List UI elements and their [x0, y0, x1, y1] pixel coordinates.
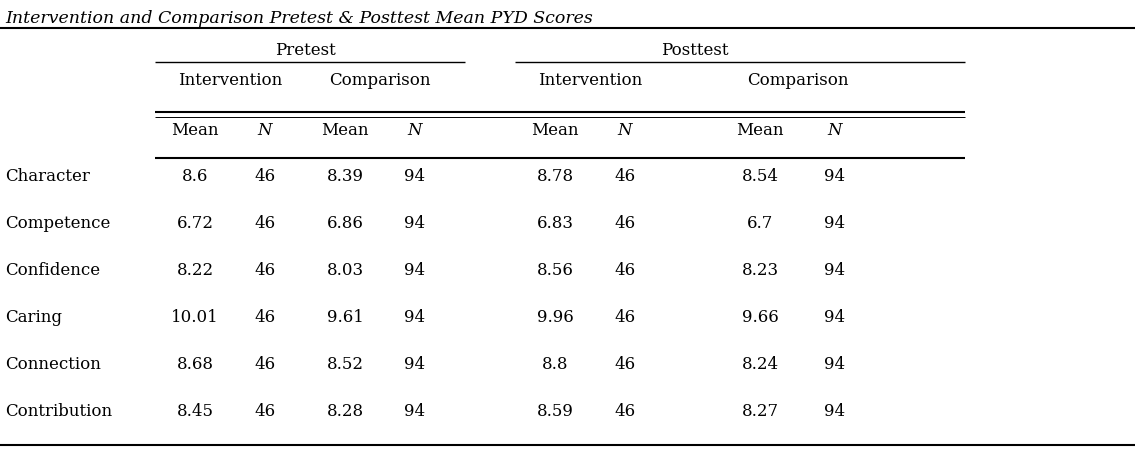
Text: 8.23: 8.23 — [741, 262, 779, 279]
Text: Mean: Mean — [737, 122, 784, 139]
Text: 46: 46 — [614, 262, 636, 279]
Text: 46: 46 — [614, 309, 636, 326]
Text: Caring: Caring — [5, 309, 62, 326]
Text: 46: 46 — [254, 403, 276, 420]
Text: 46: 46 — [254, 309, 276, 326]
Text: 9.61: 9.61 — [327, 309, 363, 326]
Text: Comparison: Comparison — [747, 72, 848, 89]
Text: 46: 46 — [614, 215, 636, 232]
Text: 8.28: 8.28 — [327, 403, 363, 420]
Text: 10.01: 10.01 — [171, 309, 219, 326]
Text: 8.56: 8.56 — [537, 262, 573, 279]
Text: 8.39: 8.39 — [327, 168, 363, 185]
Text: 8.52: 8.52 — [327, 356, 363, 373]
Text: 94: 94 — [404, 168, 426, 185]
Text: 8.8: 8.8 — [541, 356, 569, 373]
Text: Competence: Competence — [5, 215, 110, 232]
Text: Intervention and Comparison Pretest & Posttest Mean PYD Scores: Intervention and Comparison Pretest & Po… — [5, 10, 592, 27]
Text: 46: 46 — [614, 356, 636, 373]
Text: 94: 94 — [824, 168, 846, 185]
Text: 6.86: 6.86 — [327, 215, 363, 232]
Text: 6.7: 6.7 — [747, 215, 773, 232]
Text: 94: 94 — [404, 215, 426, 232]
Text: Confidence: Confidence — [5, 262, 100, 279]
Text: Connection: Connection — [5, 356, 101, 373]
Text: 9.96: 9.96 — [537, 309, 573, 326]
Text: Pretest: Pretest — [275, 42, 335, 59]
Text: 94: 94 — [824, 403, 846, 420]
Text: Mean: Mean — [171, 122, 219, 139]
Text: N: N — [258, 122, 272, 139]
Text: 46: 46 — [254, 262, 276, 279]
Text: 8.68: 8.68 — [177, 356, 213, 373]
Text: 6.72: 6.72 — [177, 215, 213, 232]
Text: 94: 94 — [824, 356, 846, 373]
Text: Intervention: Intervention — [178, 72, 283, 89]
Text: N: N — [407, 122, 422, 139]
Text: 94: 94 — [404, 403, 426, 420]
Text: 8.27: 8.27 — [741, 403, 779, 420]
Text: 94: 94 — [404, 356, 426, 373]
Text: 46: 46 — [254, 168, 276, 185]
Text: 94: 94 — [824, 215, 846, 232]
Text: Mean: Mean — [321, 122, 369, 139]
Text: 8.45: 8.45 — [177, 403, 213, 420]
Text: 8.6: 8.6 — [182, 168, 208, 185]
Text: 6.83: 6.83 — [537, 215, 573, 232]
Text: 94: 94 — [824, 309, 846, 326]
Text: 94: 94 — [404, 262, 426, 279]
Text: 8.24: 8.24 — [741, 356, 779, 373]
Text: 8.54: 8.54 — [741, 168, 779, 185]
Text: 46: 46 — [614, 168, 636, 185]
Text: 46: 46 — [254, 356, 276, 373]
Text: Intervention: Intervention — [538, 72, 642, 89]
Text: Contribution: Contribution — [5, 403, 112, 420]
Text: 94: 94 — [404, 309, 426, 326]
Text: 8.03: 8.03 — [327, 262, 363, 279]
Text: 46: 46 — [254, 215, 276, 232]
Text: Mean: Mean — [531, 122, 579, 139]
Text: 8.22: 8.22 — [176, 262, 213, 279]
Text: 94: 94 — [824, 262, 846, 279]
Text: N: N — [827, 122, 842, 139]
Text: Character: Character — [5, 168, 90, 185]
Text: 46: 46 — [614, 403, 636, 420]
Text: Comparison: Comparison — [329, 72, 431, 89]
Text: N: N — [617, 122, 632, 139]
Text: 8.59: 8.59 — [537, 403, 573, 420]
Text: 8.78: 8.78 — [537, 168, 573, 185]
Text: 9.66: 9.66 — [741, 309, 779, 326]
Text: Posttest: Posttest — [662, 42, 729, 59]
